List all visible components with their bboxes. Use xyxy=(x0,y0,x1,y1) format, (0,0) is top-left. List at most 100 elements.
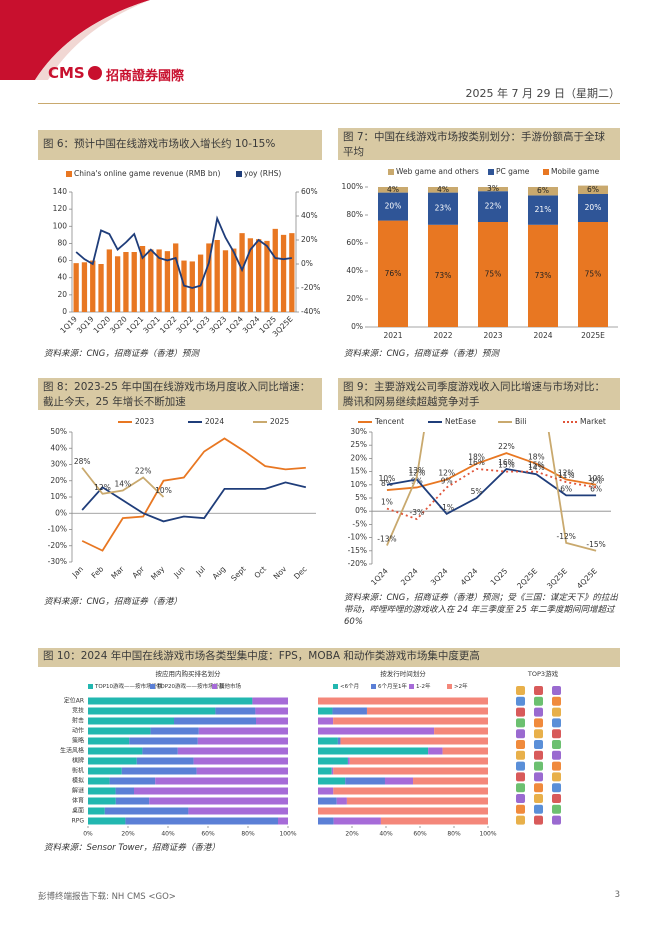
x-tick-label: 2025E xyxy=(581,331,605,340)
legend-label: >2年 xyxy=(454,682,468,690)
x-tick-label: Apr xyxy=(130,564,146,580)
chart: 0 20 40 60 80 100 120 140 -40% -20% 0% 20% 40% 60% Chi… xyxy=(53,169,321,338)
legend-swatch xyxy=(447,684,452,689)
bar-segment xyxy=(442,747,488,755)
y-tick-label: -20% xyxy=(301,283,320,292)
y-category-label: 生活风格 xyxy=(60,747,84,755)
game-icon xyxy=(516,750,525,760)
y-tick-label: 60% xyxy=(301,187,318,196)
y-tick-label: 15% xyxy=(350,467,367,476)
y-category-label: 策略 xyxy=(72,737,84,745)
data-label: 15% xyxy=(528,461,545,470)
bar xyxy=(98,264,104,312)
bar xyxy=(256,239,262,312)
data-label: 18% xyxy=(528,453,545,462)
data-label: 6% xyxy=(590,484,602,493)
game-icon xyxy=(552,696,561,706)
bar-segment xyxy=(378,220,408,327)
y-category-label: 动作 xyxy=(72,727,84,735)
bar xyxy=(90,260,96,312)
y-tick-label: 100% xyxy=(342,182,363,191)
y-tick-label: 20% xyxy=(301,235,318,244)
bar xyxy=(131,252,137,312)
data-label: 6% xyxy=(587,185,599,194)
data-label: 75% xyxy=(485,270,502,279)
bar xyxy=(272,228,278,312)
legend-label: 1-2年 xyxy=(416,682,431,690)
legend-swatch xyxy=(150,684,155,689)
x-tick-label: 80% xyxy=(447,831,461,838)
data-label: 10% xyxy=(588,474,605,483)
legend-swatch xyxy=(66,171,72,177)
y-tick-label: 0% xyxy=(55,508,67,517)
x-tick-label: Feb xyxy=(90,564,106,580)
legend-label: 2025 xyxy=(270,417,289,426)
figure-source: 资料来源：CNG，招商证券（香港）预测；受《三国：谋定天下》的拉出带动，哔哩哔哩… xyxy=(344,593,618,627)
bar-segment xyxy=(109,777,156,785)
bar-segment xyxy=(340,737,488,745)
game-icon xyxy=(516,794,525,803)
game-icon xyxy=(552,794,561,803)
bar-segment xyxy=(134,787,288,795)
game-icon xyxy=(552,686,561,695)
bar-segment xyxy=(528,187,558,196)
bar-segment xyxy=(347,757,350,765)
game-icon xyxy=(552,729,561,739)
figure-title: 图 7：中国在线游戏市场按类别划分：手游份额高于全球平均 xyxy=(338,128,620,160)
x-tick-label: Nov xyxy=(272,564,289,581)
x-tick-label: 4Q25E xyxy=(575,566,599,590)
y-tick-label: 20% xyxy=(350,453,367,462)
bar-segment xyxy=(252,697,288,705)
data-label: 9% xyxy=(411,476,423,485)
bar-segment xyxy=(88,817,126,825)
bar-segment xyxy=(318,727,435,735)
bar-segment xyxy=(174,717,256,725)
data-label: -15% xyxy=(586,540,605,549)
y-category-label: 桌面 xyxy=(72,807,84,815)
bar-segment xyxy=(318,717,334,725)
y-tick-label: 10% xyxy=(50,492,67,501)
bar-segment xyxy=(88,727,151,735)
bar-segment xyxy=(333,817,381,825)
data-label: 75% xyxy=(585,270,602,279)
y-tick-label: -20% xyxy=(348,559,367,568)
figure-source: 资料来源：CNG，招商证券（香港） xyxy=(44,597,182,607)
y-tick-label: 5% xyxy=(355,493,367,502)
game-icon xyxy=(552,815,561,825)
chart: 0% 20% 40% 60% 80% 100% 76% 20% 4% 73% 23% 4% 75% 22%… xyxy=(342,167,618,340)
data-label: 6% xyxy=(537,186,549,195)
bar xyxy=(114,256,121,312)
legend-label: Mobile game xyxy=(551,167,600,176)
data-label: -12% xyxy=(556,532,575,541)
x-tick-label: Jul xyxy=(194,564,207,577)
bar-segment xyxy=(333,717,488,725)
bar-segment xyxy=(121,767,197,775)
game-icon xyxy=(516,686,525,695)
legend-swatch xyxy=(236,171,242,177)
y-category-label: 竞技 xyxy=(72,707,84,715)
legend-swatch xyxy=(88,684,93,689)
x-tick-label: Jan xyxy=(70,564,85,579)
y-tick-label: -20% xyxy=(48,541,67,550)
y-tick-label: 30% xyxy=(350,427,367,436)
y-tick-label: 140 xyxy=(53,187,68,196)
bar-segment xyxy=(349,757,488,765)
x-tick-label: Oct xyxy=(252,564,268,580)
bar-segment xyxy=(198,727,288,735)
game-icon xyxy=(552,707,561,717)
bar-segment xyxy=(318,697,488,705)
data-label: 76% xyxy=(385,269,402,278)
data-label: 28% xyxy=(74,457,91,466)
data-label: 15% xyxy=(498,461,515,470)
data-label: 22% xyxy=(485,202,502,211)
game-icon xyxy=(534,794,543,803)
game-icon xyxy=(552,783,561,793)
report-date: 2025 年 7 月 29 日（星期二） xyxy=(465,87,620,100)
x-tick-label: 3Q21 xyxy=(141,314,162,335)
bar xyxy=(214,240,220,312)
page-number: 3 xyxy=(614,890,620,900)
line-series xyxy=(386,468,597,521)
x-tick-label: 2021 xyxy=(383,331,402,340)
x-tick-label: 3Q24 xyxy=(429,566,450,587)
bar xyxy=(73,263,79,312)
